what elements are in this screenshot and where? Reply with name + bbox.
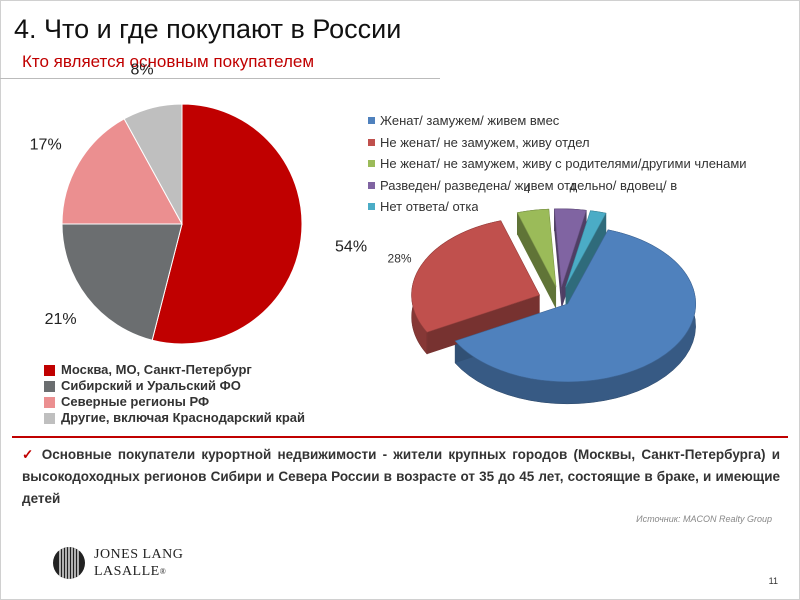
data-label: 4 <box>569 181 576 195</box>
legend-label: Нет ответа/ отка <box>380 199 478 214</box>
source-note: Источник: MACON Realty Group <box>636 514 772 524</box>
legend-label: Женат/ замужем/ живем вмес <box>380 113 560 128</box>
legend-swatch <box>368 181 375 189</box>
pie-slice <box>516 208 557 288</box>
pie-slice <box>554 208 587 287</box>
legend-label: Северные регионы РФ <box>61 394 210 409</box>
title-divider <box>0 78 440 79</box>
legend-swatch <box>368 203 375 211</box>
pie-slice-wall <box>427 295 540 355</box>
data-label: 8% <box>130 61 153 78</box>
legend-item: Женат/ замужем/ живем вмес <box>368 110 564 132</box>
pie-slice <box>61 223 183 341</box>
data-label: 4 <box>524 182 531 196</box>
legend-label: Москва, МО, Санкт-Петербург <box>61 362 252 377</box>
pie-slice-wall <box>517 212 557 310</box>
pie-slice <box>61 118 183 225</box>
legend-item: Другие, включая Краснодарский край <box>44 410 305 426</box>
page-number: 11 <box>768 576 778 586</box>
pie-slice <box>123 103 183 225</box>
legend-label: Не женат/ не замужем, живу с родителями/… <box>380 156 747 171</box>
section-divider <box>12 436 788 438</box>
legend-swatch <box>368 117 375 125</box>
data-label: 17% <box>30 136 62 153</box>
pie-slice <box>454 229 696 383</box>
logo-mark-icon <box>53 547 85 579</box>
legend-label: Разведен/ разведена/ живем отдельно/ вдо… <box>380 177 678 193</box>
legend-swatch <box>368 138 375 146</box>
data-label: 21% <box>45 311 77 328</box>
pie-chart-regions-legend: Москва, МО, Санкт-Петербург Сибирский и … <box>44 362 305 426</box>
legend-item: Северные регионы РФ <box>44 394 305 410</box>
legend-swatch <box>44 380 55 392</box>
logo-registered-mark: ® <box>159 567 167 576</box>
legend-swatch <box>368 160 375 168</box>
pie-slice-wall <box>565 213 606 310</box>
page-subtitle: Кто является основным покупателем <box>22 52 315 71</box>
legend-item: Не женат/ не замужем, живу отдел <box>368 132 602 154</box>
legend-item: Не женат/ не замужем, живу с родителями/… <box>368 153 768 175</box>
data-label: 28% <box>388 252 412 266</box>
page-title: 4. Что и где покупают в России <box>14 14 402 44</box>
legend-item: Москва, МО, Санкт-Петербург <box>44 362 305 378</box>
checkmark-icon: ✓ <box>22 447 36 462</box>
pie-slice <box>565 210 607 288</box>
summary-text: Основные покупатели курортной недвижимос… <box>22 447 781 506</box>
company-logo: JONES LANG LASALLE® <box>52 546 183 580</box>
pie-chart-marital-legend: Женат/ замужем/ живем вмес Не женат/ не … <box>368 110 768 218</box>
pie-slice-wall <box>554 208 562 309</box>
legend-swatch <box>44 412 55 424</box>
legend-swatch <box>44 364 55 376</box>
legend-item: Сибирский и Уральский ФО <box>44 378 305 394</box>
legend-item: Нет ответа/ отка <box>368 196 478 218</box>
data-label: 54% <box>335 238 367 255</box>
legend-item: Разведен/ разведена/ живем отдельно/ вдо… <box>368 175 698 197</box>
legend-label: Сибирский и Уральский ФО <box>61 378 241 393</box>
pie-slice <box>151 103 303 345</box>
pie-slice <box>411 220 541 333</box>
logo-line-2: LASALLE <box>94 564 160 579</box>
summary-bullet: ✓ Основные покупатели курортной недвижимо… <box>22 444 780 510</box>
legend-label: Не женат/ не замужем, живу отдел <box>380 134 590 150</box>
legend-swatch <box>44 396 55 408</box>
legend-label: Другие, включая Краснодарский край <box>61 410 305 425</box>
logo-line-1: JONES LANG <box>94 547 184 562</box>
